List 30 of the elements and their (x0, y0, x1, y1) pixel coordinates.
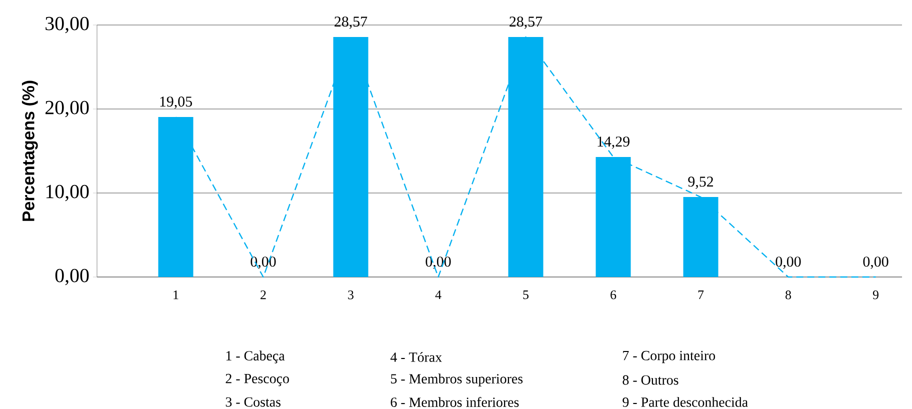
text: 4 - Tórax (390, 352, 442, 362)
x-tick-label: 5 (523, 290, 528, 300)
data-label: 0,00 (776, 256, 801, 269)
text: 6 - Membros inferiores (390, 397, 519, 407)
text: 8 - Outros (622, 375, 678, 385)
y-axis-title: Percentagens (%) (22, 80, 38, 221)
text: 2 - Pescoço (226, 374, 289, 386)
text: 1 - Cabeça (226, 350, 285, 364)
y-tick-label: 10,00 (46, 184, 89, 202)
text: 3 - Costas (226, 397, 280, 407)
x-tick-label: 4 (435, 290, 442, 300)
text: 9 - Parte desconhecida (622, 397, 748, 407)
data-label: 28,57 (334, 16, 368, 29)
text: 7 - Corpo inteiro (623, 350, 716, 364)
x-tick-label: 6 (610, 290, 616, 300)
x-tick-label: 9 (872, 290, 878, 300)
data-label: 28,57 (510, 16, 542, 29)
text: 5 - Membros superiores (391, 374, 523, 386)
data-label: 14,29 (598, 136, 630, 149)
x-tick-label: 1 (174, 290, 178, 300)
y-tick-label: 0,00 (55, 268, 89, 286)
y-tick-label: 30,00 (46, 16, 89, 34)
data-label: 0,00 (863, 256, 888, 269)
y-tick-label: 20,00 (46, 100, 89, 118)
x-tick-label: 7 (698, 290, 704, 299)
data-label: 19,05 (160, 96, 192, 109)
x-tick-label: 3 (348, 290, 354, 300)
x-tick-label: 8 (786, 290, 792, 300)
x-tick-label: 2 (260, 290, 266, 300)
data-label: 9,52 (688, 176, 714, 189)
